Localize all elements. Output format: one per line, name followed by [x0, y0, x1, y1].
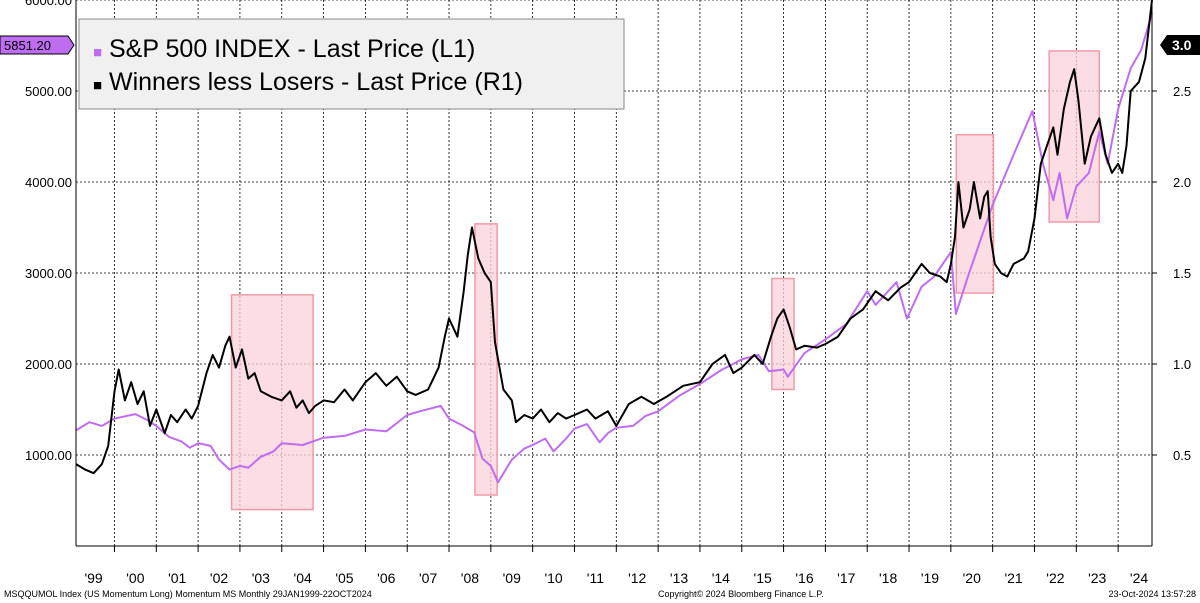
x-tick-label: '21 [1004, 570, 1022, 586]
highlight-region [230, 294, 314, 511]
x-tick-label: '11 [587, 570, 604, 586]
x-tick-label: '04 [294, 570, 312, 586]
x-tick-label: '22 [1046, 570, 1064, 586]
x-tick-label: '05 [335, 570, 353, 586]
x-tick-label: '07 [419, 570, 437, 586]
series-lines [75, 0, 1153, 484]
x-tick-label: '03 [252, 570, 270, 586]
right-tick-label: 2.5 [1173, 84, 1191, 99]
left-tick-label: 5000.00 [25, 84, 72, 99]
x-tick-label: '02 [210, 570, 228, 586]
x-tick-label: '18 [879, 570, 897, 586]
x-tick-label: '10 [544, 570, 562, 586]
last-value-tag-left-shape [0, 35, 75, 55]
legend-box [78, 18, 625, 110]
x-tick-label: '20 [963, 570, 981, 586]
footer-source: MSQQUMOL Index (US Momentum Long) Moment… [4, 589, 372, 599]
axis-labels: 1000.00 2000.00 3000.00 4000.00 5000.00 6000.… [25, 0, 1191, 586]
right-tick-label: 2.0 [1173, 175, 1191, 190]
x-tick-label: '15 [754, 570, 772, 586]
legend-marker-winners-losers: ■ [93, 77, 102, 94]
footer-copyright: Copyright© 2024 Bloomberg Finance L.P. [658, 589, 824, 599]
legend: ■ S&P 500 INDEX - Last Price (L1) ■ Winn… [78, 18, 625, 110]
last-value-left: 5851.20 [4, 38, 51, 53]
x-tick-label: '13 [670, 570, 688, 586]
x-tick-label: '23 [1088, 570, 1106, 586]
right-tick-label: 1.5 [1173, 266, 1191, 281]
x-tick-label: '01 [168, 570, 186, 586]
last-value-tag-left: 5851.20 [0, 35, 75, 55]
left-tick-label: 3000.00 [25, 266, 72, 281]
x-tick-label: '19 [921, 570, 939, 586]
gridlines [76, 0, 1152, 546]
right-tick-label: 1.0 [1173, 357, 1191, 372]
left-tick-label: 2000.00 [25, 357, 72, 372]
legend-label-sp500: S&P 500 INDEX - Last Price (L1) [109, 35, 475, 63]
x-tick-label: '00 [126, 570, 144, 586]
last-value-tag-right: 3.0 [1160, 35, 1200, 55]
last-value-right: 3.0 [1172, 37, 1192, 53]
right-tick-label: 0.5 [1173, 448, 1191, 463]
last-value-tag-right-shape [1160, 35, 1200, 55]
series-line-sp500 [75, 13, 1153, 484]
x-tick-label: '99 [84, 570, 102, 586]
series-line-winners-losers [75, 0, 1153, 475]
highlight-region [474, 223, 498, 496]
x-tick-label: '08 [461, 570, 479, 586]
x-tick-label: '14 [712, 570, 730, 586]
footer-timestamp: 23-Oct-2024 13:57:28 [1108, 589, 1196, 599]
x-tick-label: '06 [377, 570, 395, 586]
legend-label-winners-losers: Winners less Losers - Last Price (R1) [109, 68, 523, 96]
left-tick-label: 6000.00 [25, 0, 72, 8]
left-tick-label: 4000.00 [25, 175, 72, 190]
legend-marker-sp500: ■ [93, 44, 102, 61]
x-tick-label: '12 [628, 570, 646, 586]
left-tick-label: 1000.00 [25, 448, 72, 463]
x-tick-label: '16 [795, 570, 813, 586]
x-tick-label: '17 [837, 570, 855, 586]
highlight-regions [230, 50, 1101, 511]
x-tick-label: '09 [503, 570, 521, 586]
x-tick-label: '24 [1130, 570, 1148, 586]
